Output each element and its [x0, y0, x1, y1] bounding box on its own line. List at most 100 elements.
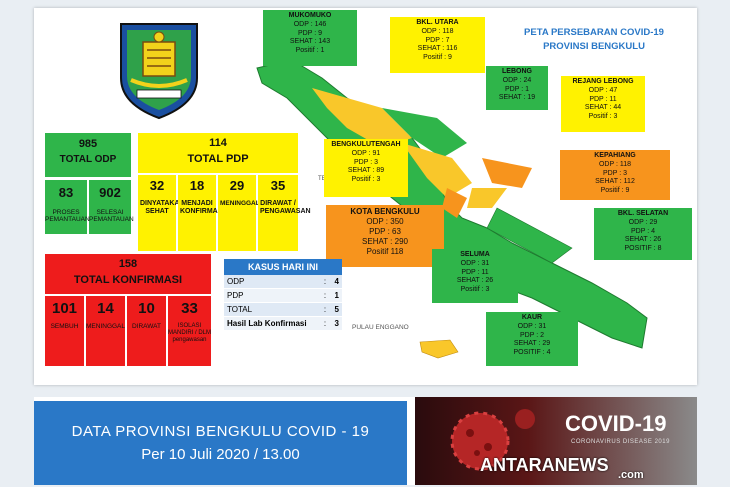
- label-enggano: PULAU ENGGANO: [352, 324, 409, 331]
- region-kepahiang: KEPAHIANG ODP : 118 PDP : 3 SEHAT : 112 …: [560, 150, 670, 200]
- konfirmasi-isolasi-box: 33 ISOLASI MANDIRI / DLM pengawasan: [168, 296, 211, 366]
- table-row: TOTAL:5: [224, 302, 342, 317]
- region-stat: ODP : 31: [517, 322, 547, 330]
- konfirmasi-total-label: TOTAL KONFIRMASI: [73, 273, 183, 286]
- odp-total-value: 985: [78, 138, 98, 150]
- table-row: PDP:1: [224, 288, 342, 303]
- banner-title-block: DATA PROVINSI BENGKULU COVID - 19 Per 10…: [34, 401, 407, 485]
- region-stat: ODP : 146: [293, 20, 327, 28]
- table-row: ODP:4: [224, 275, 342, 289]
- region-stat: Positif : 9: [423, 54, 452, 61]
- region-stat: PDP : 9: [298, 29, 322, 37]
- region-stat: SEHAT : 19: [498, 94, 536, 102]
- map-title-line1: PETA PERSEBARAN COVID-19: [524, 27, 664, 38]
- row-label: PDP: [224, 288, 321, 303]
- pdp-konfirmasi-value: 18: [189, 178, 205, 193]
- label-partial: TE: [318, 176, 326, 182]
- row-sep: :: [320, 275, 331, 289]
- region-stat: ODP : 31: [460, 259, 490, 267]
- kasus-hari-ini-table: ODP:4 PDP:1 TOTAL:5 Hasil Lab Konfirmasi…: [224, 275, 342, 331]
- region-seluma: SELUMA ODP : 31 PDP : 11 SEHAT : 26 Posi…: [432, 249, 518, 303]
- map-title-line2: PROVINSI BENGKULU: [543, 41, 645, 53]
- row-sep: :: [320, 288, 331, 303]
- pdp-total-value: 114: [209, 137, 227, 149]
- region-stat: SEHAT : 290: [362, 237, 408, 246]
- pdp-sehat-box: 32 DINYATAKAN SEHAT: [138, 175, 185, 251]
- pdp-meninggal-value: 29: [229, 178, 245, 193]
- odp-selesai-value: 902: [99, 185, 121, 200]
- region-stat: PDP : 11: [589, 95, 617, 103]
- konfirmasi-dirawat-box: 10 DIRAWAT: [127, 296, 166, 366]
- region-stat: PDP : 63: [369, 227, 401, 236]
- covid-title: COVID-19: [565, 411, 667, 436]
- pdp-dirawat-box: 35 DIRAWAT / PENGAWASAN: [258, 175, 311, 251]
- region-bkl-selatan: BKL. SELATAN ODP : 29 PDP : 4 SEHAT : 26…: [594, 208, 692, 260]
- kasus-hari-ini-panel: KASUS HARI INI ODP:4 PDP:1 TOTAL:5 Hasil…: [224, 259, 342, 331]
- watermark-sub: .com: [618, 469, 644, 481]
- row-label: TOTAL: [224, 302, 321, 317]
- bengkulu-emblem-icon: [117, 20, 201, 120]
- row-sep: :: [320, 316, 331, 331]
- row-value: 5: [330, 302, 342, 317]
- region-stat: Positif : 3: [588, 113, 618, 120]
- region-stat: ODP : 29: [628, 218, 658, 226]
- region-stat: PDP : 7: [425, 36, 450, 44]
- region-stat: Positif : 3: [460, 286, 490, 293]
- row-label: ODP: [224, 275, 321, 289]
- pdp-sehat-value: 32: [149, 178, 165, 193]
- region-stat: SEHAT : 26: [624, 236, 662, 244]
- region-stat: Positif : 3: [351, 176, 381, 183]
- pdp-total-label: TOTAL PDP: [187, 152, 249, 165]
- konfirmasi-sembuh-label: SEMBUH: [50, 323, 79, 331]
- region-stat: SEHAT : 44: [584, 104, 622, 112]
- region-stat: SEHAT : 116: [417, 45, 458, 53]
- region-stat: SEHAT : 89: [347, 167, 385, 175]
- region-bkl-utara: BKL. UTARA ODP : 118 PDP : 7 SEHAT : 116…: [390, 17, 485, 73]
- konfirmasi-isolasi-value: 33: [181, 300, 198, 317]
- odp-proses-value: 83: [58, 185, 74, 200]
- region-stat: POSITIF : 4: [513, 349, 551, 356]
- province-map: [256, 59, 648, 359]
- konfirmasi-meninggal-value: 14: [97, 300, 114, 317]
- konfirmasi-total-value: 158: [118, 258, 138, 270]
- region-name: BKL. SELATAN: [617, 210, 669, 217]
- region-kota-bengkulu: KOTA BENGKULU ODP : 350 PDP : 63 SEHAT :…: [326, 205, 444, 267]
- watermark-text: ANTARANEWS: [480, 455, 609, 475]
- pdp-meninggal-label: MENINGGAL: [220, 199, 260, 207]
- region-stat: Positif 118: [366, 247, 404, 256]
- region-name: SELUMA: [460, 251, 490, 258]
- region-stat: SEHAT : 143: [289, 38, 331, 46]
- infographic-panel: PETA PERSEBARAN COVID-19 PROVINSI BENGKU…: [34, 8, 697, 385]
- region-stat: ODP : 24: [502, 76, 532, 84]
- pdp-dirawat-label: DIRAWAT / PENGAWASAN: [260, 199, 311, 215]
- row-value: 3: [330, 316, 342, 331]
- region-stat: SEHAT : 112: [595, 178, 635, 186]
- pdp-konfirmasi-box: 18 MENJADI KONFIRMASI: [178, 175, 225, 251]
- konfirmasi-sembuh-box: 101 SEMBUH: [45, 296, 84, 366]
- region-stat: ODP : 91: [351, 149, 381, 157]
- region-lebong: LEBONG ODP : 24 PDP : 1 SEHAT : 19: [486, 66, 548, 110]
- odp-selesai-box: 902 SELESAI PEMANTAUAN: [89, 180, 134, 234]
- region-name: KEPAHIANG: [594, 152, 636, 159]
- region-name: LEBONG: [502, 68, 532, 75]
- row-value: 4: [330, 275, 342, 289]
- banner-line1: DATA PROVINSI BENGKULU COVID - 19: [71, 423, 370, 440]
- region-stat: PDP : 11: [461, 268, 489, 276]
- region-name: KOTA BENGKULU: [350, 207, 420, 216]
- region-stat: PDP : 3: [354, 158, 378, 166]
- pdp-konfirmasi-label: MENJADI KONFIRMASI: [180, 199, 225, 215]
- kasus-hari-ini-title: KASUS HARI INI: [224, 259, 342, 275]
- region-mukomuko: MUKOMUKO ODP : 146 PDP : 9 SEHAT : 143 P…: [263, 10, 357, 66]
- konfirmasi-sembuh-value: 101: [51, 300, 78, 317]
- region-stat: ODP : 47: [588, 86, 618, 94]
- region-rejang-lebong: REJANG LEBONG ODP : 47 PDP : 11 SEHAT : …: [561, 76, 645, 132]
- pdp-dirawat-value: 35: [270, 178, 286, 193]
- odp-proses-box: 83 PROSES PEMANTAUAN: [45, 180, 90, 234]
- region-stat: PDP : 4: [631, 227, 655, 235]
- total-odp-box: 985 TOTAL ODP: [45, 133, 131, 177]
- region-stat: SEHAT : 29: [513, 340, 551, 348]
- region-stat: PDP : 3: [603, 169, 627, 177]
- region-name: BKL. UTARA: [416, 19, 459, 26]
- odp-selesai-label: SELESAI PEMANTAUAN: [89, 208, 134, 224]
- region-stat: ODP : 350: [366, 217, 404, 226]
